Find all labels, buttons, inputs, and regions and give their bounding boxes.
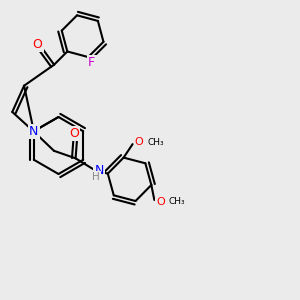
Text: CH₃: CH₃ bbox=[147, 138, 164, 147]
Text: O: O bbox=[157, 197, 165, 207]
Text: O: O bbox=[135, 137, 144, 147]
Text: CH₃: CH₃ bbox=[169, 197, 185, 206]
Text: N: N bbox=[29, 125, 38, 138]
Text: H: H bbox=[92, 172, 100, 182]
Text: O: O bbox=[33, 38, 43, 51]
Text: O: O bbox=[69, 127, 79, 140]
Text: F: F bbox=[88, 56, 95, 69]
Text: N: N bbox=[94, 164, 104, 177]
